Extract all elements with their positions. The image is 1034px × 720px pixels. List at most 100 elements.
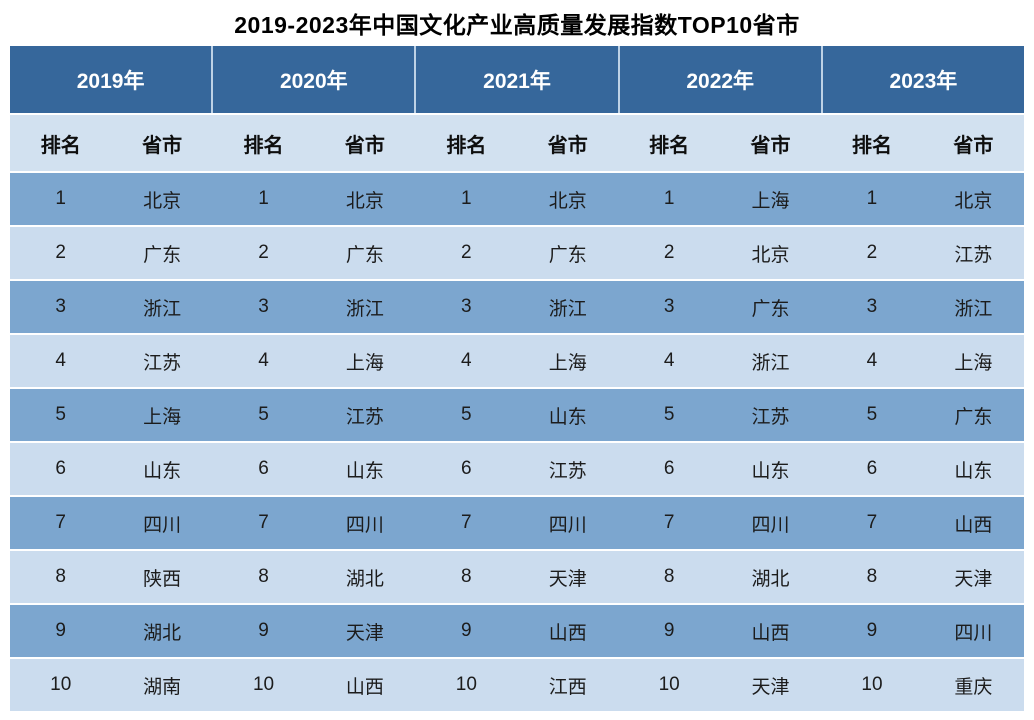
province-cell: 浙江 [345, 298, 384, 320]
province-cell: 山东 [548, 406, 587, 428]
rank-cell: 4 [663, 350, 675, 371]
rank-cell: 1 [55, 188, 66, 209]
rank-cell: 5 [866, 404, 878, 425]
rank-cell: 9 [258, 620, 269, 641]
province-cell: 江西 [548, 676, 587, 698]
rank-cell: 7 [55, 512, 66, 533]
table-row: 10 湖南 10 山西 10 江西 10 天津 10 重庆 [10, 657, 1024, 711]
year-header-cell: 2021年 [416, 46, 620, 113]
province-cell: 江苏 [954, 244, 993, 266]
rank-cell: 8 [866, 566, 878, 587]
rank-cell: 2 [663, 242, 675, 263]
rank-column-header: 排名 [649, 134, 690, 157]
rank-cell: 2 [258, 242, 269, 263]
rank-cell: 3 [258, 296, 269, 317]
province-column-header: 省市 [344, 134, 385, 157]
sub-header-row: 排名 省市 排名 省市 排名 省市 排名 省市 排名 省市 [10, 113, 1024, 171]
rank-cell: 5 [663, 404, 675, 425]
province-cell: 湖北 [345, 568, 384, 590]
rank-column-header: 排名 [851, 134, 892, 157]
table-row: 9 湖北 9 天津 9 山西 9 山西 9 四川 [10, 603, 1024, 657]
province-cell: 上海 [143, 406, 182, 428]
rank-cell: 5 [461, 404, 472, 425]
table-row: 1 北京 1 北京 1 北京 1 上海 1 北京 [10, 171, 1024, 225]
province-cell: 江苏 [548, 460, 587, 482]
rank-cell: 4 [55, 350, 66, 371]
rank-cell: 3 [866, 296, 878, 317]
province-cell: 山西 [345, 676, 384, 698]
rank-cell: 6 [866, 458, 878, 479]
rank-cell: 10 [252, 674, 275, 695]
year-header-cell: 2020年 [213, 46, 417, 113]
rank-cell: 6 [55, 458, 66, 479]
rank-cell: 6 [461, 458, 472, 479]
rank-cell: 1 [461, 188, 472, 209]
province-cell: 上海 [751, 190, 790, 212]
rank-cell: 9 [663, 620, 675, 641]
province-cell: 上海 [345, 352, 384, 374]
province-cell: 浙江 [548, 298, 587, 320]
ranking-table: 2019年 2020年 2021年 2022年 2023年 排名 省市 排名 省市 排名 省市 排名… [10, 46, 1024, 711]
rank-cell: 5 [258, 404, 269, 425]
rank-cell: 6 [663, 458, 675, 479]
rank-cell: 4 [866, 350, 878, 371]
rank-cell: 4 [258, 350, 269, 371]
province-cell: 山西 [751, 622, 790, 644]
province-cell: 四川 [143, 514, 182, 536]
province-cell: 北京 [143, 190, 182, 212]
province-cell: 陕西 [143, 568, 182, 590]
table-row: 3 浙江 3 浙江 3 浙江 3 广东 3 浙江 [10, 279, 1024, 333]
province-cell: 山东 [345, 460, 384, 482]
province-cell: 北京 [954, 190, 993, 212]
rank-cell: 9 [866, 620, 878, 641]
province-cell: 四川 [548, 514, 587, 536]
rank-cell: 2 [461, 242, 472, 263]
province-cell: 上海 [548, 352, 587, 374]
province-cell: 四川 [954, 622, 993, 644]
province-cell: 北京 [548, 190, 587, 212]
year-header-row: 2019年 2020年 2021年 2022年 2023年 [10, 46, 1024, 113]
rank-column-header: 排名 [40, 134, 81, 157]
province-cell: 重庆 [954, 676, 993, 698]
province-cell: 浙江 [954, 298, 993, 320]
province-cell: 山西 [954, 514, 993, 536]
province-cell: 江苏 [751, 406, 790, 428]
province-cell: 山东 [143, 460, 182, 482]
year-header-cell: 2022年 [620, 46, 823, 113]
table-row: 8 陕西 8 湖北 8 天津 8 湖北 8 天津 [10, 549, 1024, 603]
rank-cell: 8 [55, 566, 66, 587]
rank-cell: 10 [861, 674, 883, 695]
province-cell: 山东 [954, 460, 993, 482]
table-row: 4 江苏 4 上海 4 上海 4 浙江 4 上海 [10, 333, 1024, 387]
province-column-header: 省市 [953, 134, 994, 157]
province-column-header: 省市 [750, 134, 791, 157]
rank-cell: 9 [461, 620, 472, 641]
province-cell: 湖北 [143, 622, 182, 644]
rank-cell: 8 [663, 566, 675, 587]
province-cell: 天津 [548, 568, 587, 590]
province-cell: 上海 [954, 352, 993, 374]
rank-column-header: 排名 [446, 134, 487, 157]
province-cell: 天津 [954, 568, 993, 590]
rank-cell: 4 [461, 350, 472, 371]
province-cell: 四川 [345, 514, 384, 536]
province-cell: 湖南 [143, 676, 182, 698]
province-cell: 山东 [751, 460, 790, 482]
table-body: 1 北京 1 北京 1 北京 1 上海 1 北京 2 广东 2 广东 2 广东 2 北京 2 江苏 3 浙江 3 浙江 3 浙江 3… [10, 171, 1024, 711]
rank-cell: 3 [663, 296, 675, 317]
province-cell: 北京 [345, 190, 384, 212]
rank-cell: 3 [461, 296, 472, 317]
rank-cell: 3 [55, 296, 66, 317]
rank-cell: 7 [258, 512, 269, 533]
province-cell: 浙江 [143, 298, 182, 320]
rank-cell: 7 [866, 512, 878, 533]
rank-cell: 2 [866, 242, 878, 263]
rank-cell: 9 [55, 620, 66, 641]
province-cell: 湖北 [751, 568, 790, 590]
province-cell: 北京 [751, 244, 790, 266]
rank-cell: 1 [663, 188, 675, 209]
province-cell: 广东 [143, 244, 182, 266]
province-cell: 广东 [548, 244, 587, 266]
rank-cell: 2 [55, 242, 66, 263]
